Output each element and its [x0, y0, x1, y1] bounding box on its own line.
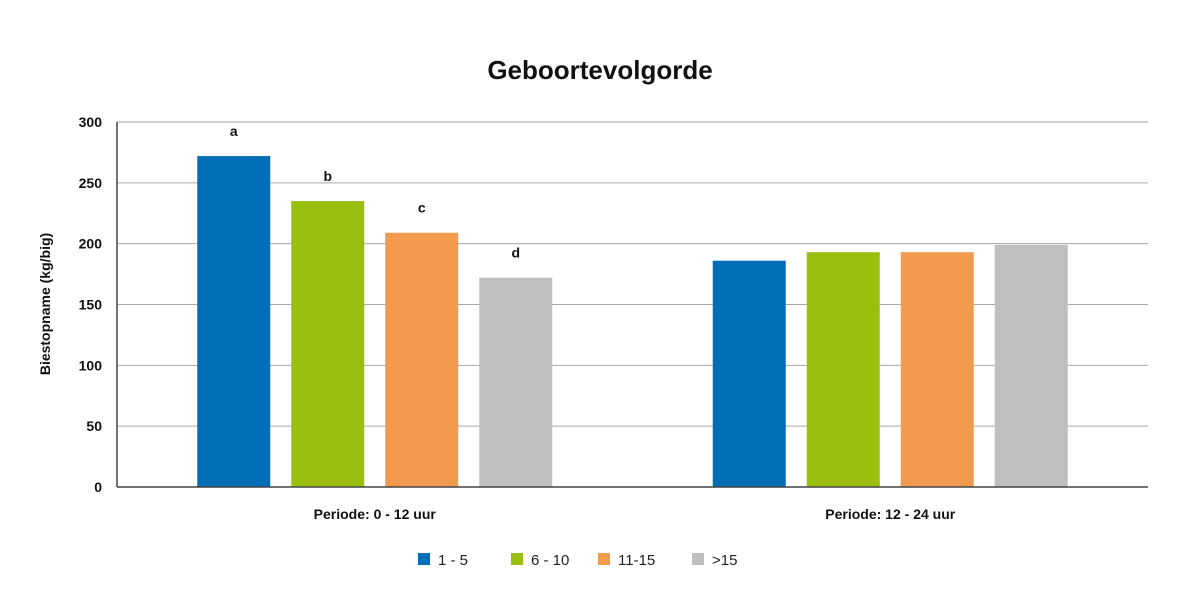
bar — [479, 277, 553, 487]
bars — [197, 156, 1068, 488]
chart-title: Geboortevolgorde — [487, 55, 712, 85]
y-tick-label: 250 — [79, 175, 103, 191]
y-tick-label: 0 — [94, 479, 102, 495]
y-tick-label: 50 — [86, 418, 102, 434]
y-tick-label: 300 — [79, 114, 103, 130]
legend-swatch — [418, 553, 430, 565]
bar-annotation: b — [323, 168, 332, 184]
x-category-label: Periode: 12 - 24 uur — [825, 506, 955, 522]
legend-swatch — [598, 553, 610, 565]
bar — [712, 260, 786, 487]
bar-annotation: d — [511, 245, 520, 261]
legend-label: 11-15 — [618, 552, 655, 569]
x-axis-categories: Periode: 0 - 12 uur Periode: 12 - 24 uur — [314, 506, 956, 522]
legend-label: >15 — [712, 552, 737, 569]
bar-annotation: c — [418, 200, 426, 216]
legend-label: 6 - 10 — [531, 552, 569, 569]
x-category-label: Periode: 0 - 12 uur — [314, 506, 437, 522]
y-tick-label: 100 — [79, 357, 103, 373]
bar — [385, 232, 459, 487]
y-axis-ticks: 0 50 100 150 200 250 300 — [79, 114, 103, 495]
bar — [197, 156, 271, 488]
legend: 1 - 5 6 - 10 11-15 >15 — [418, 552, 737, 569]
legend-swatch — [511, 553, 523, 565]
bar — [994, 244, 1068, 487]
bar — [900, 252, 974, 487]
bar-annotation: a — [230, 123, 238, 139]
legend-swatch — [692, 553, 704, 565]
y-tick-label: 200 — [79, 236, 103, 252]
bar — [806, 252, 880, 487]
bar — [291, 201, 365, 488]
legend-label: 1 - 5 — [438, 552, 468, 569]
y-tick-label: 150 — [79, 297, 103, 313]
gridlines — [116, 121, 1148, 487]
bar-annotations: a b c d — [230, 123, 520, 261]
y-axis-label: Biestopname (kg/big) — [37, 233, 53, 375]
